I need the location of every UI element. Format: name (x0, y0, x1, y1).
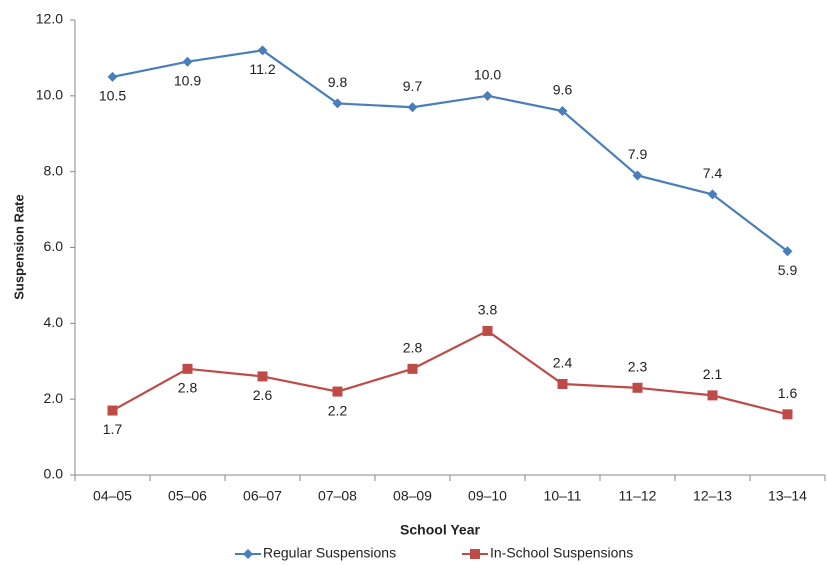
point (557, 106, 568, 116)
point (632, 382, 643, 393)
x-tick-label: 09–10 (468, 488, 507, 504)
data-label: 2.4 (553, 355, 573, 371)
x-tick-label: 07–08 (318, 488, 357, 504)
data-label: 3.8 (478, 302, 498, 318)
data-label: 10.9 (174, 72, 201, 88)
x-tick-label: 08–09 (393, 488, 432, 504)
data-label: 1.7 (103, 421, 123, 437)
y-tick-label: 8.0 (44, 162, 64, 178)
series-line (112, 49, 789, 253)
data-label: 2.8 (178, 380, 198, 396)
x-tick-label: 12–13 (693, 488, 732, 504)
x-tick-label: 11–12 (619, 488, 657, 504)
point (707, 390, 718, 401)
y-tick-label: 4.0 (44, 314, 64, 330)
point (257, 371, 268, 382)
point (107, 71, 118, 82)
data-label: 9.8 (328, 74, 348, 90)
x-tick-label: 06–07 (243, 488, 282, 504)
y-tick-label: 10.0 (36, 87, 63, 103)
series-line (111, 329, 788, 416)
point (407, 102, 418, 113)
x-tick-label: 04–05 (93, 488, 132, 504)
y-tick-label: 0.0 (44, 466, 64, 482)
point (482, 90, 493, 101)
data-label: 2.1 (703, 366, 723, 382)
point (257, 45, 268, 56)
point (332, 98, 343, 109)
data-label: 2.8 (403, 340, 423, 356)
data-label: 7.4 (703, 165, 723, 181)
point (782, 246, 793, 257)
data-label: 1.6 (778, 385, 798, 401)
data-label: 5.9 (778, 262, 798, 278)
point (707, 189, 718, 200)
point (182, 363, 193, 374)
point (782, 409, 793, 420)
point (557, 379, 568, 389)
legend-marker (470, 549, 480, 559)
point (107, 405, 118, 416)
data-label: 2.6 (253, 387, 273, 403)
y-tick-label: 12.0 (36, 11, 63, 27)
data-label: 9.6 (553, 82, 573, 98)
x-tick-label: 13–14 (768, 488, 807, 504)
legend-label: Regular Suspensions (263, 545, 396, 561)
y-tick-label: 2.0 (44, 390, 64, 406)
x-tick-label: 10–11 (544, 488, 582, 504)
point (332, 386, 343, 397)
data-label: 10.5 (99, 88, 126, 104)
data-label: 2.2 (328, 402, 348, 418)
point (632, 170, 643, 181)
legend-marker (243, 549, 253, 559)
data-label: 11.2 (249, 61, 275, 77)
legend-label: In-School Suspensions (490, 545, 633, 561)
data-label: 9.7 (403, 78, 423, 94)
point (407, 363, 418, 374)
point (182, 56, 193, 67)
x-tick-label: 05–06 (168, 488, 207, 504)
data-label: 2.3 (628, 358, 648, 374)
y-axis-title: Suspension Rate (11, 194, 26, 299)
data-label: 10.0 (474, 67, 501, 83)
data-label: 7.9 (628, 146, 648, 162)
x-axis-title: School Year (400, 522, 480, 538)
point (482, 325, 493, 336)
y-tick-label: 6.0 (44, 238, 64, 254)
